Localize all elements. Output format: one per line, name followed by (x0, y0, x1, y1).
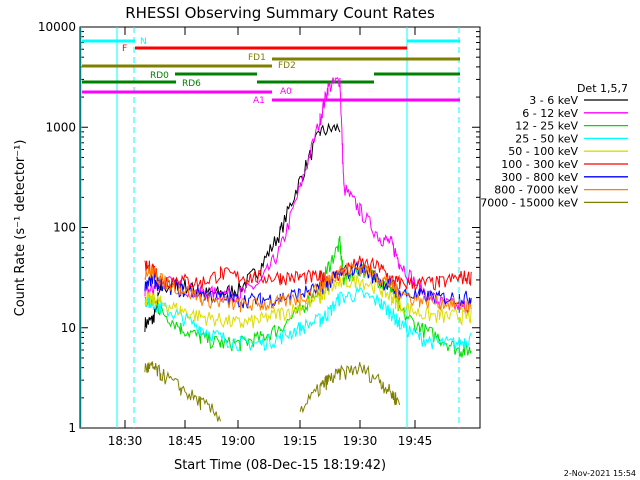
annotation-label: RD6 (182, 79, 201, 89)
plot-area: 1 10 100 1000 10000 18:30 18:45 19:00 19:15 19:30… (38, 20, 481, 448)
y-tick-label: 1000 (45, 120, 76, 134)
series-line (144, 274, 472, 329)
series-line (144, 255, 472, 292)
annotation-label: F (122, 44, 127, 54)
y-tick-label: 10000 (38, 20, 76, 34)
series-line (144, 361, 401, 422)
y-axis-label: Count Rate (s⁻¹ detector⁻¹) (13, 140, 28, 317)
x-tick-label: 19:45 (398, 434, 433, 448)
chart-title: RHESSI Observing Summary Count Rates (125, 4, 435, 22)
x-tick-label: 18:45 (168, 434, 203, 448)
series-line (144, 286, 472, 352)
x-tick-label: 19:15 (283, 434, 318, 448)
legend-label: 3 - 6 keV (529, 94, 578, 107)
series-line (144, 261, 472, 313)
x-tick-label: 19:00 (221, 434, 256, 448)
date-stamp: 2-Nov-2021 15:54 (564, 469, 636, 478)
legend-label: 6 - 12 keV (522, 107, 578, 120)
annotation-label: A1 (253, 96, 265, 106)
legend-label: 100 - 300 keV (501, 158, 578, 171)
legend-label: 300 - 800 keV (501, 171, 578, 184)
legend-label: 12 - 25 keV (515, 120, 578, 133)
legend-label: 7000 - 15000 keV (480, 196, 578, 209)
y-tick-label: 10 (61, 321, 76, 335)
x-axis-label: Start Time (08-Dec-15 18:19:42) (174, 458, 386, 473)
annotation-label: A0 (280, 87, 292, 97)
series-line (144, 76, 472, 314)
annotation-label: RD0 (150, 71, 169, 81)
x-tick-label: 19:30 (343, 434, 378, 448)
y-tick-label: 100 (53, 221, 76, 235)
x-tick-label: 18:30 (108, 434, 143, 448)
legend-title: Det 1,5,7 (577, 82, 628, 95)
legend-label: 50 - 100 keV (508, 145, 578, 158)
legend-label: 800 - 7000 keV (494, 184, 578, 197)
y-tick-label: 1 (68, 421, 76, 435)
annotation-label: FD2 (278, 61, 296, 71)
legend-label: 25 - 50 keV (515, 132, 578, 145)
annotation-label: FD1 (248, 53, 266, 63)
annotation-label: N (140, 37, 147, 47)
